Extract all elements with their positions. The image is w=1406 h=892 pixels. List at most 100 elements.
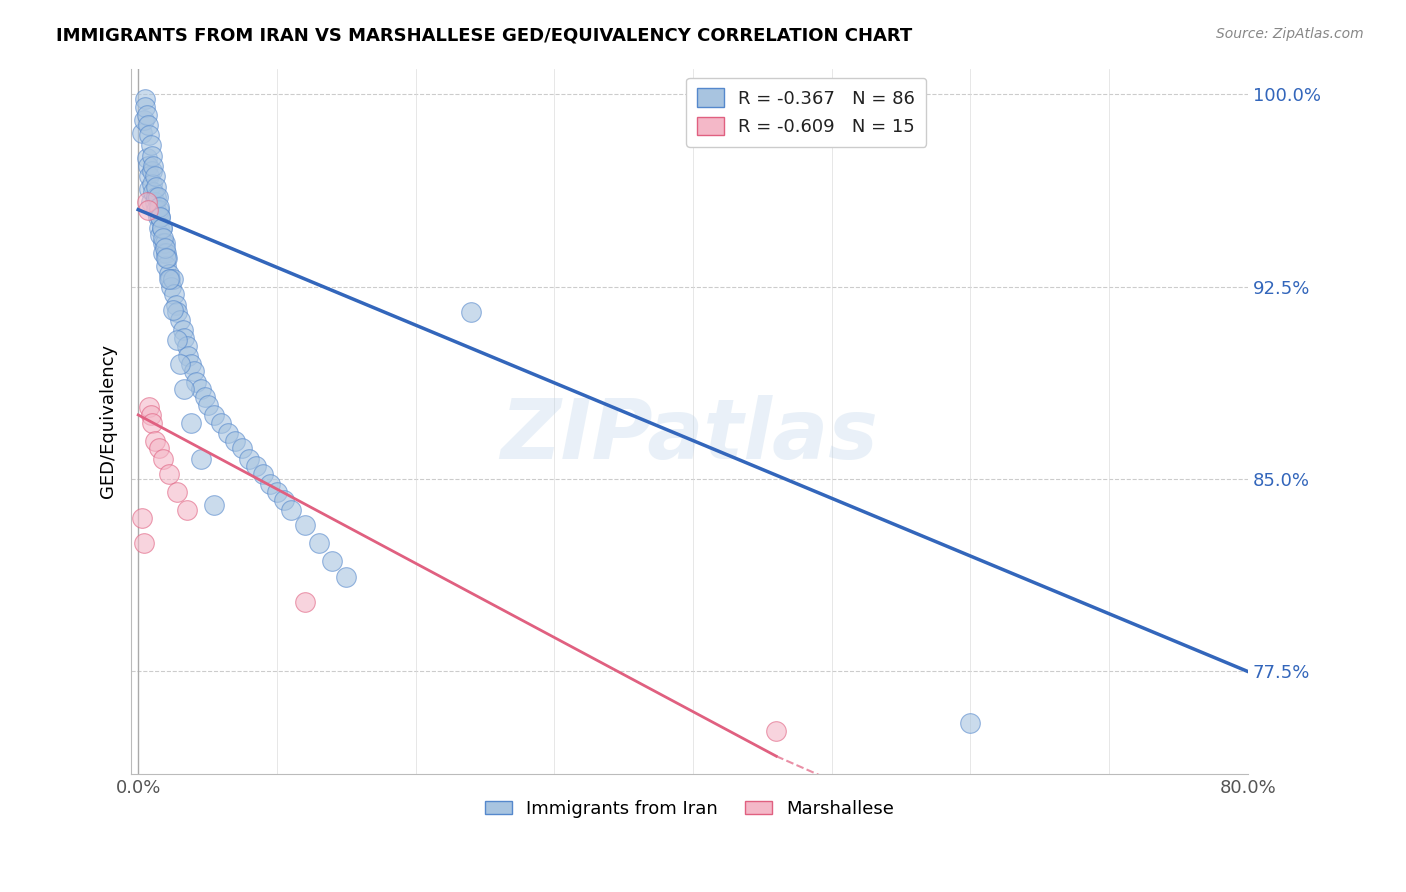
Point: [173, 382, 195, 396]
Point: [135, 194, 157, 209]
Point: [177, 349, 200, 363]
Point: [186, 375, 208, 389]
Point: [294, 518, 316, 533]
Point: [141, 416, 163, 430]
Point: [138, 182, 160, 196]
Point: [149, 228, 172, 243]
Point: [166, 484, 188, 499]
Text: Source: ZipAtlas.com: Source: ZipAtlas.com: [1216, 27, 1364, 41]
Point: [148, 220, 170, 235]
Point: [142, 159, 165, 173]
Point: [231, 442, 253, 456]
Point: [132, 112, 155, 127]
Point: [155, 259, 177, 273]
Point: [139, 408, 162, 422]
Point: [146, 190, 169, 204]
Point: [183, 364, 205, 378]
Point: [169, 313, 191, 327]
Point: [146, 211, 169, 225]
Point: [321, 554, 343, 568]
Point: [142, 185, 165, 199]
Point: [259, 477, 281, 491]
Point: [209, 416, 232, 430]
Point: [224, 434, 246, 448]
Point: [131, 126, 153, 140]
Point: [335, 569, 357, 583]
Point: [148, 200, 170, 214]
Point: [765, 723, 787, 738]
Point: [134, 92, 156, 106]
Point: [148, 202, 170, 217]
Point: [252, 467, 274, 481]
Point: [157, 272, 180, 286]
Point: [145, 202, 167, 217]
Point: [156, 252, 179, 266]
Point: [131, 510, 153, 524]
Point: [204, 408, 226, 422]
Point: [190, 451, 212, 466]
Point: [160, 279, 183, 293]
Point: [141, 177, 163, 191]
Point: [141, 164, 163, 178]
Point: [153, 241, 176, 255]
Point: [135, 151, 157, 165]
Point: [145, 190, 167, 204]
Point: [143, 434, 166, 448]
Point: [460, 305, 482, 319]
Point: [135, 108, 157, 122]
Point: [157, 267, 180, 281]
Point: [197, 398, 219, 412]
Point: [136, 159, 159, 173]
Point: [180, 416, 202, 430]
Point: [176, 338, 198, 352]
Point: [150, 220, 173, 235]
Point: [165, 297, 187, 311]
Point: [138, 401, 160, 415]
Point: [134, 100, 156, 114]
Text: IMMIGRANTS FROM IRAN VS MARSHALLESE GED/EQUIVALENCY CORRELATION CHART: IMMIGRANTS FROM IRAN VS MARSHALLESE GED/…: [56, 27, 912, 45]
Point: [138, 169, 160, 184]
Point: [204, 498, 226, 512]
Point: [136, 202, 159, 217]
Point: [176, 503, 198, 517]
Point: [162, 302, 184, 317]
Point: [308, 536, 330, 550]
Point: [166, 305, 188, 319]
Point: [280, 503, 302, 517]
Point: [148, 442, 170, 456]
Point: [217, 425, 239, 440]
Point: [153, 235, 176, 250]
Point: [294, 595, 316, 609]
Point: [155, 252, 177, 266]
Point: [157, 467, 180, 481]
Point: [266, 484, 288, 499]
Point: [166, 334, 188, 348]
Point: [139, 194, 162, 209]
Point: [152, 235, 174, 250]
Point: [163, 287, 186, 301]
Point: [143, 169, 166, 184]
Point: [152, 451, 174, 466]
Text: ZIPatlas: ZIPatlas: [501, 395, 879, 476]
Point: [172, 323, 194, 337]
Point: [194, 390, 217, 404]
Point: [138, 128, 160, 143]
Point: [190, 382, 212, 396]
Point: [959, 715, 981, 730]
Point: [145, 179, 167, 194]
Point: [173, 331, 195, 345]
Point: [159, 272, 181, 286]
Point: [143, 194, 166, 209]
Point: [136, 118, 159, 132]
Point: [150, 220, 173, 235]
Point: [169, 357, 191, 371]
Point: [238, 451, 260, 466]
Point: [152, 246, 174, 260]
Point: [139, 138, 162, 153]
Point: [245, 459, 267, 474]
Y-axis label: GED/Equivalency: GED/Equivalency: [100, 344, 117, 499]
Point: [273, 492, 295, 507]
Point: [149, 211, 172, 225]
Legend: Immigrants from Iran, Marshallese: Immigrants from Iran, Marshallese: [478, 793, 901, 825]
Point: [141, 149, 163, 163]
